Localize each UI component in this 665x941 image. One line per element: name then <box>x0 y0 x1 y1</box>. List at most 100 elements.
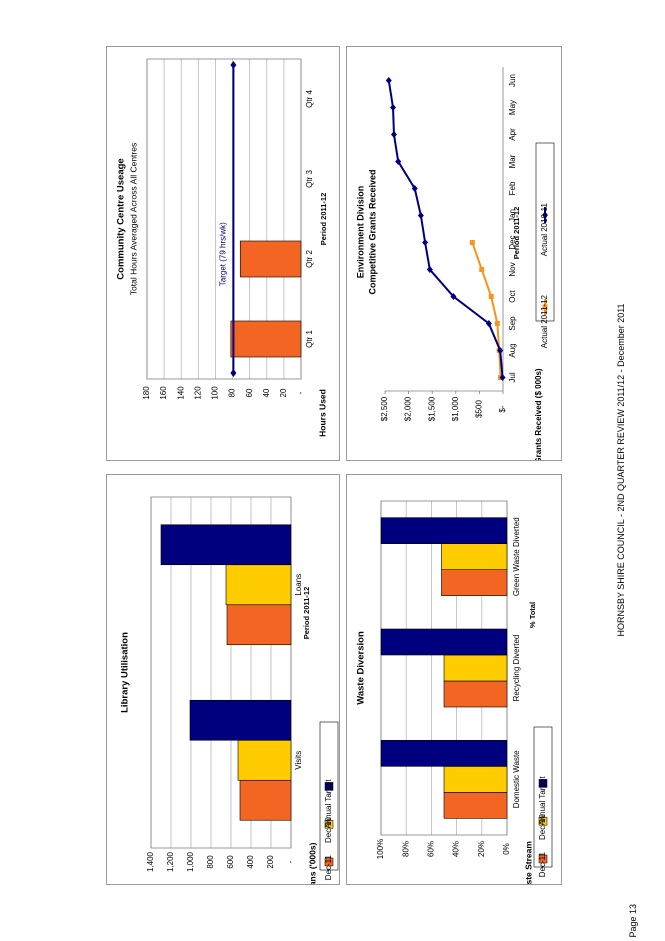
environment-legend-box <box>535 142 555 322</box>
waste-bar-dec-10 <box>443 766 508 793</box>
environment-month-label: Oct <box>508 290 517 303</box>
waste-bar-dec-11 <box>443 680 508 708</box>
waste-bar-annual-target <box>380 740 508 767</box>
library-bar-annual-target <box>189 699 292 741</box>
waste-title: Waste Diversion <box>356 631 367 705</box>
environment-y-tick-label: $1,000 <box>451 396 460 421</box>
community-y-tick-label: - <box>296 391 305 394</box>
waste-diversion-chart: 0% 20% 40% 60% 80% 100% Domestic Waste Recyclin… <box>356 500 553 897</box>
waste-legend-swatch <box>538 779 548 788</box>
environment-month-label: Dec <box>508 235 517 249</box>
community-y-tick-label: 180 <box>142 386 151 400</box>
community-plot-frame <box>146 58 302 380</box>
waste-y-tick-label: 80% <box>401 841 410 857</box>
library-y-tick-label: - <box>286 860 295 863</box>
waste-legend-box <box>533 726 553 868</box>
environment-point-actual-2010-11 <box>485 320 492 327</box>
waste-category-label: Green Waste Diverted <box>512 517 521 596</box>
library-y-tick-label: 800 <box>206 855 215 869</box>
library-legend-box <box>319 721 339 871</box>
waste-category-label: Domestic Waste <box>512 750 521 808</box>
waste-category-label: Recycling Diverted <box>512 635 521 702</box>
waste-y-tick-label: 0% <box>502 843 511 855</box>
environment-point-actual-2010-11 <box>411 185 418 192</box>
waste-y-axis-label: Waste Stream <box>523 841 533 884</box>
environment-line-actual-2011-12 <box>471 242 502 378</box>
library-utilisation-panel: - 200 400 600 800 1,000 1,200 1,400 Visits Loans L… <box>106 474 340 921</box>
footer-title: HORNSBY SHIRE COUNCIL - 2ND QUARTER REVI… <box>616 303 626 636</box>
community-y-tick-label: 20 <box>279 388 288 397</box>
library-bar-dec-11 <box>226 604 292 646</box>
waste-x-axis-label: % Total <box>528 602 537 628</box>
environment-point-actual-2010-11 <box>395 158 402 165</box>
library-utilisation-chart: - 200 400 600 800 1,000 1,200 1,400 Visits Loans L… <box>120 496 339 921</box>
library-bar-dec-10 <box>225 564 292 606</box>
environment-y-tick-label: $2,000 <box>404 396 413 421</box>
community-y-axis-label: Hours Used <box>317 389 327 437</box>
library-plot-frame <box>150 496 292 849</box>
library-y-tick-label: 1,200 <box>166 851 175 872</box>
environment-subtitle: Competitive Grants Received <box>367 169 377 294</box>
waste-legend-label: Annual Target <box>538 776 547 826</box>
waste-bar-annual-target <box>380 517 508 544</box>
environment-point-actual-2010-11 <box>390 104 397 111</box>
environment-month-label: Aug <box>508 343 517 357</box>
environment-month-label: Jul <box>508 372 517 382</box>
library-title: Library Utilisation <box>120 632 131 713</box>
environment-point-actual-2011-12 <box>479 267 485 272</box>
library-y-axis-label: Visits/Loans ('000s) <box>307 842 317 884</box>
environment-point-actual-2011-12 <box>469 240 475 245</box>
community-subtitle: Total Hours Averaged Across All Centres <box>128 143 138 295</box>
community-x-axis-label: Period 2011-12 <box>319 193 328 246</box>
environment-point-actual-2010-11 <box>417 212 424 219</box>
community-category-label: Qtr 4 <box>305 90 314 108</box>
library-bar-annual-target <box>160 524 292 566</box>
environment-plot: $- $500 $1,000 $1,500 $2,000 $2,500 Jul Aug Sep O… <box>355 67 543 464</box>
waste-legend-label: Dec-10 <box>538 814 547 840</box>
library-x-axis-label: Period 2011-12 <box>302 587 311 640</box>
community-target-marker <box>230 369 237 377</box>
community-y-tick-label: 100 <box>211 386 220 400</box>
environment-month-label: Mar <box>508 154 517 168</box>
environment-point-actual-2010-11 <box>450 293 457 300</box>
waste-y-tick-label: 100% <box>376 839 385 859</box>
waste-plot: 0% 20% 40% 60% 80% 100% Domestic Waste Recyclin… <box>356 500 537 897</box>
environment-y-tick-label: $500 <box>475 400 484 418</box>
community-bar-value <box>230 320 302 358</box>
library-category-label: Visits <box>294 751 303 770</box>
environment-grants-panel: $- $500 $1,000 $1,500 $2,000 $2,500 Jul Aug Sep O… <box>346 46 562 464</box>
environment-month-label: Apr <box>508 128 517 141</box>
environment-month-label: Feb <box>508 181 517 195</box>
community-target-label: Target (79 hrs/wk) <box>219 222 228 286</box>
waste-legend-swatch <box>538 854 548 864</box>
environment-line-actual-2010-11 <box>387 80 504 378</box>
library-plot: - 200 400 600 800 1,000 1,200 1,400 Visits Loans L… <box>120 496 317 921</box>
waste-y-tick-label: 20% <box>477 841 486 857</box>
waste-y-tick-label: 60% <box>427 841 436 857</box>
environment-y-tick-label: $2,500 <box>380 396 389 421</box>
library-y-tick-label: 200 <box>266 855 275 869</box>
environment-y-axis-label: Grants Received ($ 000s) <box>534 368 543 460</box>
community-category-label: Qtr 2 <box>305 250 314 268</box>
community-y-tick-label: 120 <box>193 386 202 400</box>
community-centre-chart: - 20 40 60 80 100 120 140 160 180 Qtr 1 Qtr 2 Qtr 3 Q… <box>116 58 328 437</box>
environment-point-actual-2010-11 <box>385 77 392 84</box>
environment-point-actual-2010-11 <box>390 131 397 138</box>
community-bar-value <box>239 240 302 278</box>
library-legend-label: Dec-10 <box>324 817 333 843</box>
environment-y-tick-label: $1,500 <box>427 396 436 421</box>
library-bar-dec-10 <box>237 739 292 781</box>
environment-legend-label: Actual 2011-12 <box>540 294 549 348</box>
environment-month-label: Jan <box>508 209 517 222</box>
environment-point-actual-2010-11 <box>499 374 506 381</box>
library-legend-label: Annual Target <box>324 779 333 829</box>
environment-point-actual-2011-12 <box>488 294 494 299</box>
environment-month-label: Sep <box>508 316 517 331</box>
environment-title: Environment Division <box>355 186 365 279</box>
library-y-tick-label: 1,000 <box>186 851 195 872</box>
environment-point-actual-2010-11 <box>426 266 433 273</box>
community-y-tick-label: 40 <box>262 388 271 397</box>
